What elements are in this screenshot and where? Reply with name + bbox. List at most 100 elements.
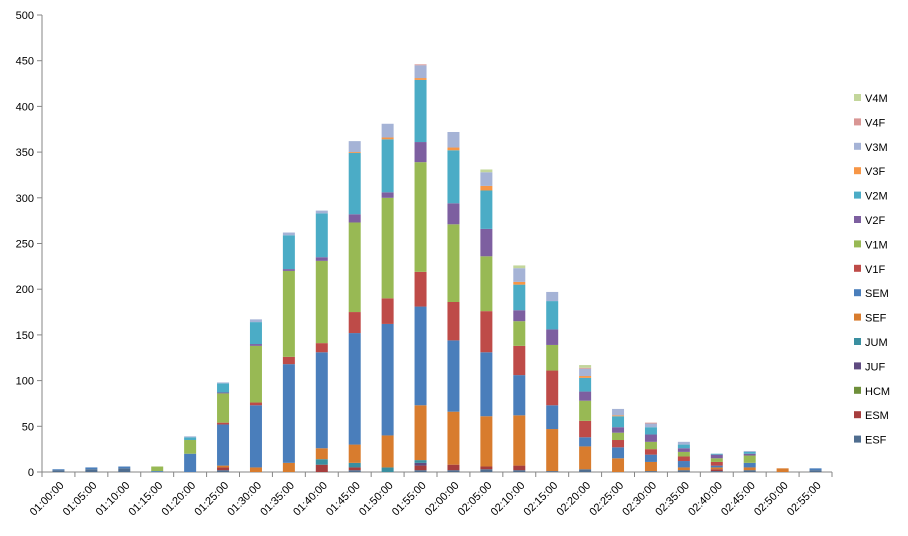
bar-segment-v1m (612, 432, 625, 441)
bar-segment-v3m (546, 291, 559, 302)
x-tick-label: 01:35:00 (258, 480, 297, 519)
y-tick-label: 50 (22, 421, 34, 433)
bar-segment-esf (447, 470, 460, 472)
bar-segment-esf (677, 470, 690, 472)
bar-segment-v1m (151, 466, 164, 472)
bar-segment-v2f (743, 453, 756, 456)
legend-swatch-esf (854, 435, 861, 443)
y-tick-label: 150 (16, 330, 34, 342)
bar-segment-v3f (612, 415, 625, 417)
bar-segment-sem (85, 467, 98, 470)
bar-segment-sef (348, 444, 361, 463)
bar-segment-v1m (546, 344, 559, 371)
bar-segment-v1f (348, 312, 361, 334)
x-tick-label: 01:50:00 (357, 480, 396, 519)
bar-segment-sef (612, 458, 625, 472)
bar-segment-v4f (579, 367, 592, 369)
bar-segment-esm (217, 467, 230, 471)
bar-segment-v3f (579, 376, 592, 378)
legend-label-v4f: V4F (865, 117, 885, 129)
bar-segment-v1f (447, 301, 460, 341)
bar-segment-v3m (612, 408, 625, 416)
bar-segment-v2f (315, 257, 328, 261)
bar-segment-v2m (184, 437, 197, 441)
bar-segment-sef (315, 448, 328, 460)
legend-swatch-v1m (854, 240, 861, 248)
bar-segment-v1m (710, 458, 723, 462)
bar-segment-v4m (480, 169, 493, 173)
bar-segment-esf (513, 470, 526, 472)
bar-segment-esf (118, 468, 131, 472)
bar-segment-sef (710, 467, 723, 470)
bar-segment-jum (348, 462, 361, 468)
x-tick-label: 01:55:00 (390, 480, 429, 519)
bar-segment-v1m (249, 345, 262, 403)
bar-segment-v1m (677, 451, 690, 457)
bar-segment-v3f (348, 152, 361, 154)
bar-segment-v2f (282, 269, 295, 271)
x-tick-label: 02:50:00 (752, 480, 791, 519)
bar-segment-sef (282, 462, 295, 472)
legend-swatch-v4m (854, 94, 861, 101)
bar-segment-v2f (513, 310, 526, 322)
legend-swatch-esm (854, 411, 861, 419)
bar-segment-v3m (249, 319, 262, 323)
bar-segment-esf (809, 470, 822, 472)
bar-segment-v3m (217, 382, 230, 384)
legend-label-esm: ESM (865, 410, 889, 422)
bar-segment-v1m (217, 393, 230, 423)
bar-segment-v3f (480, 185, 493, 191)
x-tick-label: 01:40:00 (291, 480, 330, 519)
bar-segment-v1f (480, 311, 493, 353)
bar-segment-v2m (480, 190, 493, 229)
bar-segment-v2m (282, 235, 295, 270)
bar-segment-v2f (447, 203, 460, 225)
legend-swatch-sem (854, 289, 861, 297)
bar-segment-v1f (677, 456, 690, 462)
bar-segment-sem (546, 405, 559, 430)
bar-segment-v3m (677, 441, 690, 445)
bar-segment-v1m (184, 440, 197, 454)
bar-segment-v3m (579, 368, 592, 377)
bar-segment-sem (52, 469, 65, 471)
legend-label-hcm: HCM (865, 386, 890, 398)
bar-segment-sef (546, 429, 559, 472)
legend-label-v2f: V2F (865, 215, 885, 227)
bar-segment-v2m (348, 153, 361, 215)
bar-segment-v1m (579, 400, 592, 421)
bar-segment-v2f (579, 391, 592, 401)
bar-segment-esm (710, 469, 723, 472)
bar-segment-v3f (414, 78, 427, 80)
bar-segment-esf (743, 470, 756, 472)
bar-segment-v1m (381, 197, 394, 299)
y-tick-label: 350 (16, 147, 34, 159)
bar-segment-v1m (644, 441, 657, 450)
legend-swatch-jum (854, 338, 861, 345)
bar-segment-esf (217, 470, 230, 472)
bar-segment-esf (546, 471, 559, 472)
x-tick-label: 01:00:00 (28, 480, 67, 519)
bar-segment-v1f (579, 420, 592, 438)
bar-segment-v1f (414, 271, 427, 307)
bar-segment-v2m (546, 301, 559, 330)
bar-segment-v1f (612, 440, 625, 448)
legend-label-jum: JUM (865, 337, 888, 349)
bar-segment-sef (249, 467, 262, 472)
y-tick-label: 250 (16, 239, 34, 251)
bar-segment-sem (151, 471, 164, 472)
x-tick-label: 02:40:00 (686, 480, 725, 519)
x-tick-label: 02:30:00 (620, 480, 659, 519)
bar-segment-v2f (480, 228, 493, 257)
x-tick-label: 01:10:00 (94, 480, 133, 519)
bar-segment-v2m (579, 377, 592, 392)
bar-segment-v3m (447, 131, 460, 148)
y-tick-label: 100 (16, 376, 34, 388)
bar-segment-v2m (710, 453, 723, 455)
bar-segment-sef (776, 468, 789, 472)
bar-segment-v1m (414, 162, 427, 272)
bar-segment-sem (677, 461, 690, 468)
bar-segment-esf (644, 471, 657, 472)
bar-segment-v2m (217, 383, 230, 393)
legend-swatch-sef (854, 313, 861, 321)
